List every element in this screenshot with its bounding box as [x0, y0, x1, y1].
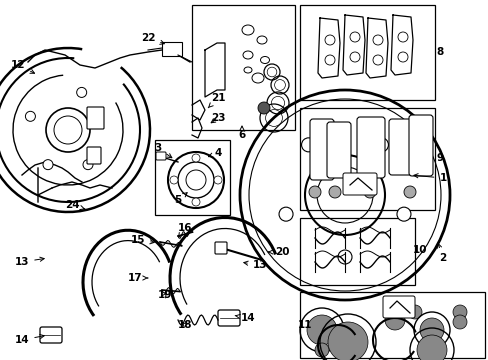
Circle shape	[363, 186, 375, 198]
Circle shape	[325, 35, 334, 45]
Bar	[192, 5, 294, 130]
Text: 9: 9	[436, 153, 443, 163]
Bar	[299, 5, 434, 100]
Ellipse shape	[251, 73, 264, 83]
Text: 6: 6	[238, 126, 245, 140]
Circle shape	[314, 343, 328, 357]
Circle shape	[301, 138, 315, 152]
Circle shape	[349, 32, 359, 42]
FancyBboxPatch shape	[156, 152, 165, 160]
Bar	[299, 292, 484, 358]
Ellipse shape	[257, 36, 266, 44]
Circle shape	[416, 335, 446, 360]
FancyBboxPatch shape	[382, 296, 414, 318]
Text: 23: 23	[210, 113, 225, 123]
Text: 2: 2	[437, 244, 446, 263]
Text: 16: 16	[177, 223, 192, 237]
Circle shape	[328, 186, 340, 198]
FancyBboxPatch shape	[87, 107, 104, 129]
Circle shape	[407, 305, 421, 319]
Circle shape	[279, 207, 292, 221]
Circle shape	[170, 176, 178, 184]
Circle shape	[337, 250, 351, 264]
Text: 1: 1	[413, 173, 446, 183]
Text: 13: 13	[244, 260, 267, 270]
Text: 11: 11	[297, 320, 312, 330]
Circle shape	[308, 186, 320, 198]
Circle shape	[372, 35, 382, 45]
Bar	[299, 108, 434, 210]
Circle shape	[258, 102, 269, 114]
Circle shape	[403, 186, 415, 198]
Text: 20: 20	[268, 247, 289, 257]
Text: 21: 21	[208, 93, 225, 108]
Text: 18: 18	[177, 320, 192, 330]
Circle shape	[397, 52, 407, 62]
Text: 17: 17	[127, 273, 147, 283]
Text: 15: 15	[130, 235, 154, 245]
Circle shape	[25, 111, 35, 121]
Text: 12: 12	[11, 60, 35, 73]
Circle shape	[83, 159, 93, 170]
Text: 4: 4	[208, 148, 221, 158]
Ellipse shape	[244, 67, 251, 73]
Text: 24: 24	[64, 200, 84, 210]
FancyBboxPatch shape	[87, 147, 101, 164]
Text: 14: 14	[15, 334, 44, 345]
Circle shape	[327, 322, 367, 360]
FancyBboxPatch shape	[215, 242, 226, 254]
Ellipse shape	[242, 25, 253, 35]
Text: 14: 14	[235, 313, 255, 323]
Circle shape	[325, 55, 334, 65]
Circle shape	[192, 154, 200, 162]
Bar	[162, 42, 182, 56]
Text: 10: 10	[412, 245, 427, 255]
FancyBboxPatch shape	[408, 115, 432, 176]
Bar	[155, 140, 229, 215]
Circle shape	[306, 315, 336, 345]
Circle shape	[77, 87, 86, 98]
Text: 5: 5	[174, 193, 187, 205]
FancyBboxPatch shape	[309, 119, 333, 180]
Ellipse shape	[243, 51, 252, 59]
Ellipse shape	[260, 57, 269, 63]
Text: 3: 3	[154, 143, 171, 158]
Text: 22: 22	[141, 33, 164, 44]
Text: 8: 8	[435, 47, 443, 57]
Circle shape	[192, 198, 200, 206]
FancyBboxPatch shape	[218, 310, 240, 326]
Circle shape	[384, 310, 404, 330]
FancyBboxPatch shape	[342, 173, 376, 195]
Circle shape	[452, 305, 466, 319]
FancyBboxPatch shape	[326, 122, 350, 178]
FancyBboxPatch shape	[40, 327, 62, 343]
Circle shape	[397, 32, 407, 42]
Circle shape	[374, 138, 387, 152]
Circle shape	[214, 176, 222, 184]
Circle shape	[43, 159, 53, 170]
Text: 19: 19	[158, 290, 172, 300]
Circle shape	[349, 52, 359, 62]
Circle shape	[372, 55, 382, 65]
Bar	[299, 218, 414, 285]
Circle shape	[452, 315, 466, 329]
Circle shape	[419, 318, 443, 342]
Text: 13: 13	[15, 257, 44, 267]
Circle shape	[396, 207, 410, 221]
FancyBboxPatch shape	[356, 117, 384, 178]
FancyBboxPatch shape	[388, 119, 412, 175]
